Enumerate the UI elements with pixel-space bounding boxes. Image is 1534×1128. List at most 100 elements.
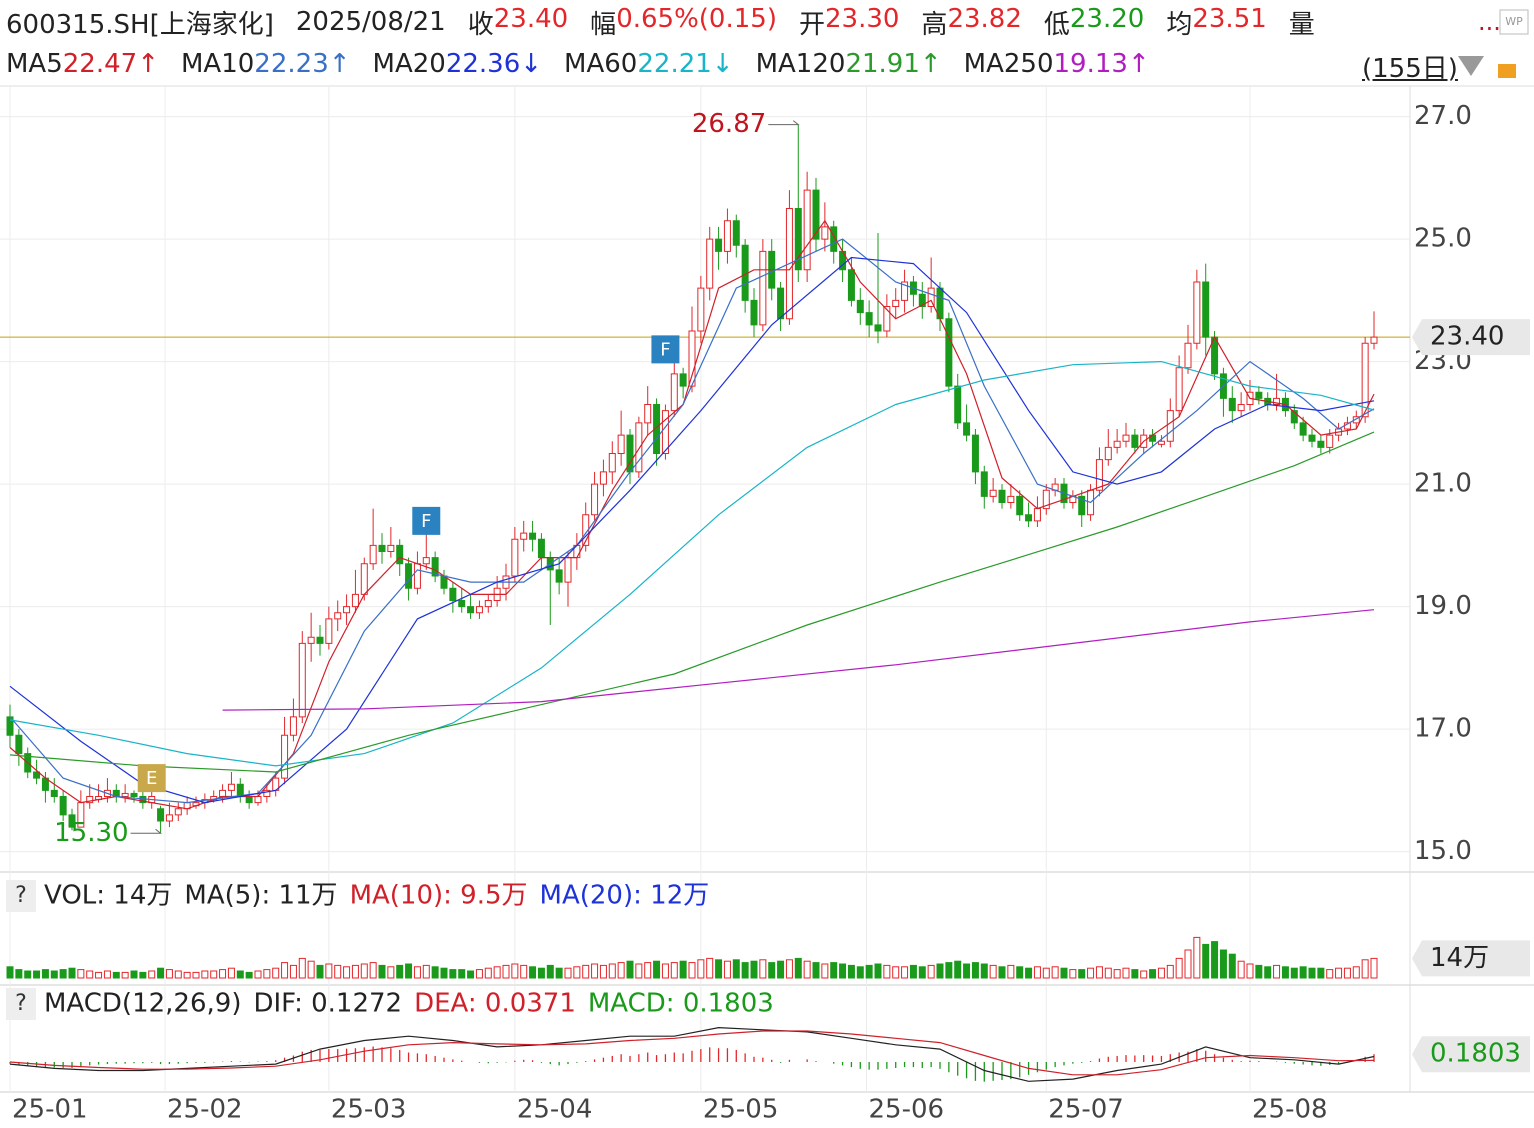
candle-body xyxy=(803,189,811,271)
volume-bar xyxy=(210,970,218,979)
candle-body xyxy=(1193,281,1201,344)
volume-bar xyxy=(1122,967,1130,979)
ma-value: 22.21↓ xyxy=(637,49,734,79)
volume-bar xyxy=(1095,966,1103,979)
volume-bar xyxy=(1273,964,1281,979)
field-value: 23.30 xyxy=(824,3,900,34)
volume-bar xyxy=(59,969,67,979)
volume-bar xyxy=(1104,967,1112,979)
candle-body xyxy=(254,796,262,804)
ma-line xyxy=(9,238,1375,804)
candle-body xyxy=(1157,440,1165,445)
candle-body xyxy=(945,318,953,387)
candle-body xyxy=(1166,410,1174,442)
volume-bar xyxy=(546,964,554,979)
volume-bar xyxy=(6,966,14,979)
x-tick-label: 25-02 xyxy=(167,1095,243,1125)
volume-bar xyxy=(1175,957,1183,979)
candle-body xyxy=(883,306,891,332)
volume-bar xyxy=(68,967,76,979)
candle-body xyxy=(1184,342,1192,369)
ma-line xyxy=(9,431,1375,773)
volume-bar xyxy=(741,962,749,979)
candle-body xyxy=(1326,434,1334,448)
volume-bar xyxy=(484,967,492,979)
volume-bar xyxy=(1078,969,1086,979)
volume-bar xyxy=(440,967,448,979)
candle-body xyxy=(706,238,714,289)
candle-body xyxy=(1370,336,1378,344)
volume-bar xyxy=(1060,967,1068,979)
ma-name: MA60 xyxy=(564,49,638,79)
candle-body xyxy=(653,404,661,454)
volume-bar xyxy=(272,967,280,979)
x-tick-label: 25-08 xyxy=(1252,1095,1328,1125)
candle-body xyxy=(927,287,935,307)
volume-bar xyxy=(785,959,793,979)
volume-bar xyxy=(608,963,616,979)
candle-body xyxy=(1113,440,1121,448)
candle-body xyxy=(1122,434,1130,442)
volume-bar xyxy=(1033,966,1041,979)
candle-body xyxy=(954,385,962,424)
volume-bar xyxy=(918,966,926,979)
volume-bar xyxy=(688,962,696,979)
ma-name: MA250 xyxy=(963,49,1054,79)
volume-bar xyxy=(493,966,501,979)
volume-bar xyxy=(95,971,103,979)
candle-body xyxy=(360,563,368,595)
x-tick-label: 25-07 xyxy=(1048,1095,1124,1125)
candle-body xyxy=(15,734,23,755)
event-marker xyxy=(412,506,441,535)
candle-body xyxy=(1361,342,1369,418)
candle-body xyxy=(1095,459,1103,491)
candle-body xyxy=(369,544,377,565)
candle-body xyxy=(865,312,873,326)
volume-bar xyxy=(750,960,758,979)
wp-icon[interactable] xyxy=(1499,9,1529,35)
volume-bar xyxy=(644,962,652,979)
macd-line xyxy=(9,1026,1375,1082)
candle-body xyxy=(1308,434,1316,442)
volume-bar xyxy=(1193,936,1201,979)
volume-bar xyxy=(289,964,297,979)
volume-bar xyxy=(865,964,873,979)
y-tick-label: 25.0 xyxy=(1414,224,1472,254)
symbol: 600315.SH[上海家化] xyxy=(6,9,274,40)
help-icon xyxy=(6,880,36,912)
annotation-arrow xyxy=(768,120,800,126)
date: 2025/08/21 xyxy=(295,7,446,37)
candle-body xyxy=(281,734,289,779)
volume-bar xyxy=(121,971,129,979)
volume-bar xyxy=(1264,966,1272,979)
candle-body xyxy=(759,250,767,326)
wp-icon-text: WP xyxy=(1505,15,1523,28)
volume-bar xyxy=(165,969,173,979)
candle-body xyxy=(971,434,979,473)
field-value: 23.20 xyxy=(1069,3,1145,34)
candle-body xyxy=(245,796,253,804)
more-button[interactable]: ... xyxy=(1478,8,1501,36)
candle-body xyxy=(334,612,342,620)
candle-body xyxy=(963,422,971,436)
period-dropdown[interactable] xyxy=(1458,56,1484,76)
volume-bar xyxy=(1202,943,1210,979)
candle-body xyxy=(378,544,386,552)
candle-body xyxy=(59,796,67,816)
candle-body xyxy=(298,642,306,718)
candle-body xyxy=(688,330,696,387)
help-icon-label: ? xyxy=(15,991,27,1016)
ma-name: MA10 xyxy=(180,49,255,79)
volume-bar xyxy=(670,962,678,979)
volume-bar xyxy=(174,970,182,979)
candle-body xyxy=(980,471,988,497)
period[interactable]: (155日) xyxy=(1362,54,1458,84)
volume-bar xyxy=(422,964,430,979)
lock-icon[interactable] xyxy=(1498,64,1516,78)
candle-body xyxy=(121,792,129,797)
volume-bar xyxy=(1246,963,1254,979)
volume-bar xyxy=(86,970,94,979)
volume-bar xyxy=(582,964,590,979)
volume-bar xyxy=(458,969,466,979)
